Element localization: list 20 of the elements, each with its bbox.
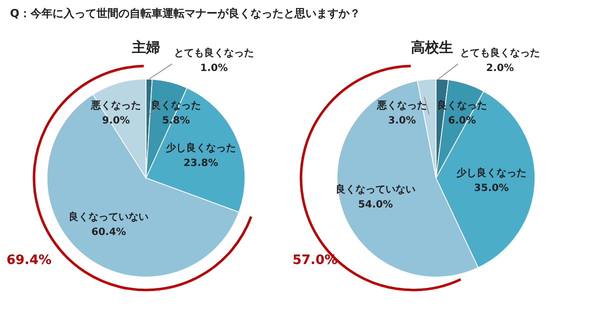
data-label: 60.4% — [91, 227, 126, 238]
data-label: 35.0% — [474, 182, 509, 194]
chart-title: 主婦 — [131, 39, 160, 56]
data-label: 2.0% — [486, 63, 514, 74]
data-label: 54.0% — [358, 199, 393, 210]
data-label: 1.0% — [200, 63, 228, 74]
text: 57.0% — [292, 253, 338, 268]
slice-label: 良くなっていない — [68, 211, 149, 224]
slice-label: 少し良くなった — [164, 142, 236, 154]
chart-title: 高校生 — [411, 39, 453, 56]
data-label: 23.8% — [183, 158, 218, 170]
text: Q：今年に入って世間の自転車運転マナーが良くなったと思いますか？ — [10, 6, 360, 21]
text: 69.4% — [6, 253, 52, 268]
data-label: 3.0% — [388, 116, 416, 127]
slice-label: 少し良くなった — [455, 166, 526, 179]
slice-label: とても良くなった — [460, 47, 540, 59]
slice-label: 悪くなった — [376, 100, 427, 112]
data-label: 9.0% — [102, 116, 130, 127]
slice-label: とても良くなった — [174, 47, 254, 59]
slice-label: 悪くなった — [90, 100, 141, 112]
